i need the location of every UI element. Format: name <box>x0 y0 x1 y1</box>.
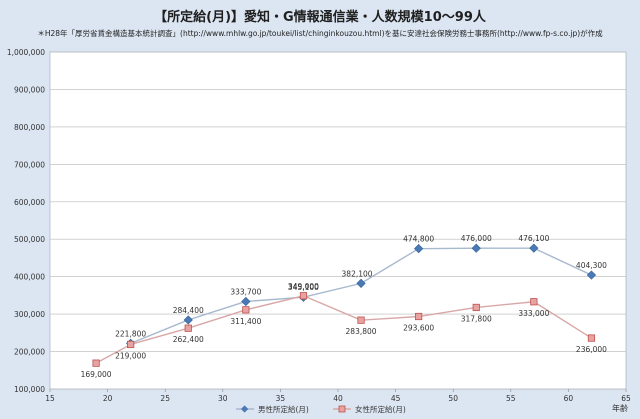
x-tick-label: 35 <box>276 394 286 403</box>
female-data-label: 293,600 <box>403 324 434 333</box>
x-axis-label: 年齢 <box>612 403 628 413</box>
x-tick-label: 25 <box>160 394 170 403</box>
chart-subtitle: ＊H28年「厚労省賃金構造基本統計調査」(http://www.mhlw.go.… <box>37 29 603 38</box>
x-tick-label: 20 <box>103 394 113 403</box>
male-data-label: 476,100 <box>518 234 549 243</box>
female-data-point <box>357 316 365 324</box>
legend-female-label: 女性所定給(月) <box>355 404 406 414</box>
male-data-label: 474,800 <box>403 235 434 244</box>
y-tick-label: 100,000 <box>14 385 45 394</box>
male-data-label: 404,300 <box>576 261 607 270</box>
female-data-label: 311,400 <box>230 317 261 326</box>
female-data-label: 349,000 <box>288 282 319 291</box>
male-data-point <box>241 296 251 307</box>
y-tick-label: 1,000,000 <box>7 48 45 57</box>
x-tick-label: 50 <box>448 394 458 403</box>
female-data-point <box>299 292 308 300</box>
female-data-point <box>127 340 135 349</box>
y-tick-label: 700,000 <box>14 160 45 169</box>
female-data-label: 169,000 <box>81 370 112 379</box>
male-data-label: 345,100 <box>288 283 319 292</box>
male-data-point <box>356 278 366 288</box>
female-data-point <box>242 306 250 314</box>
female-data-point <box>92 359 100 367</box>
male-data-label: 284,400 <box>173 306 204 315</box>
y-tick-label: 500,000 <box>14 235 45 244</box>
female-data-point <box>184 324 192 332</box>
female-data-point <box>587 334 596 342</box>
x-tick-label: 30 <box>218 394 228 403</box>
legend-male-label: 男性所定給(月) <box>258 404 309 414</box>
female-data-label: 317,800 <box>461 314 492 323</box>
x-tick-label: 15 <box>45 394 55 403</box>
x-tick-label: 65 <box>621 394 631 403</box>
y-tick-label: 200,000 <box>14 348 45 357</box>
y-tick-label: 600,000 <box>14 198 45 207</box>
female-data-label: 219,000 <box>115 351 146 360</box>
x-tick-label: 60 <box>564 394 574 403</box>
legend-male-marker <box>240 405 249 413</box>
male-data-label: 333,700 <box>230 287 261 296</box>
chart-title: 【所定給(月)】愛知・G情報通信業・人数規模10～99人 <box>154 10 486 25</box>
male-data-label: 382,100 <box>342 269 373 278</box>
female-data-point <box>415 312 423 321</box>
male-data-point <box>183 315 193 325</box>
female-data-label: 283,800 <box>346 327 377 336</box>
y-tick-label: 900,000 <box>14 85 45 94</box>
female-data-label: 236,000 <box>576 345 607 354</box>
y-tick-label: 800,000 <box>14 123 45 132</box>
plot-area <box>49 51 627 390</box>
female-data-label: 333,000 <box>518 309 549 318</box>
female-data-label: 262,400 <box>173 335 204 344</box>
female-data-point <box>530 298 538 306</box>
x-tick-label: 55 <box>506 394 516 403</box>
female-series-line <box>95 295 592 364</box>
x-tick-label: 45 <box>391 394 401 403</box>
x-tick-label: 40 <box>333 394 343 403</box>
male-data-point <box>471 243 481 253</box>
legend-female-marker <box>338 405 346 413</box>
male-data-label: 221,800 <box>115 329 146 338</box>
male-data-point <box>414 244 424 254</box>
male-data-point <box>586 270 597 280</box>
male-data-label: 476,000 <box>461 234 492 243</box>
female-data-point <box>472 303 480 312</box>
male-data-point <box>529 243 539 253</box>
y-tick-label: 300,000 <box>14 310 45 319</box>
y-tick-label: 400,000 <box>14 273 45 282</box>
